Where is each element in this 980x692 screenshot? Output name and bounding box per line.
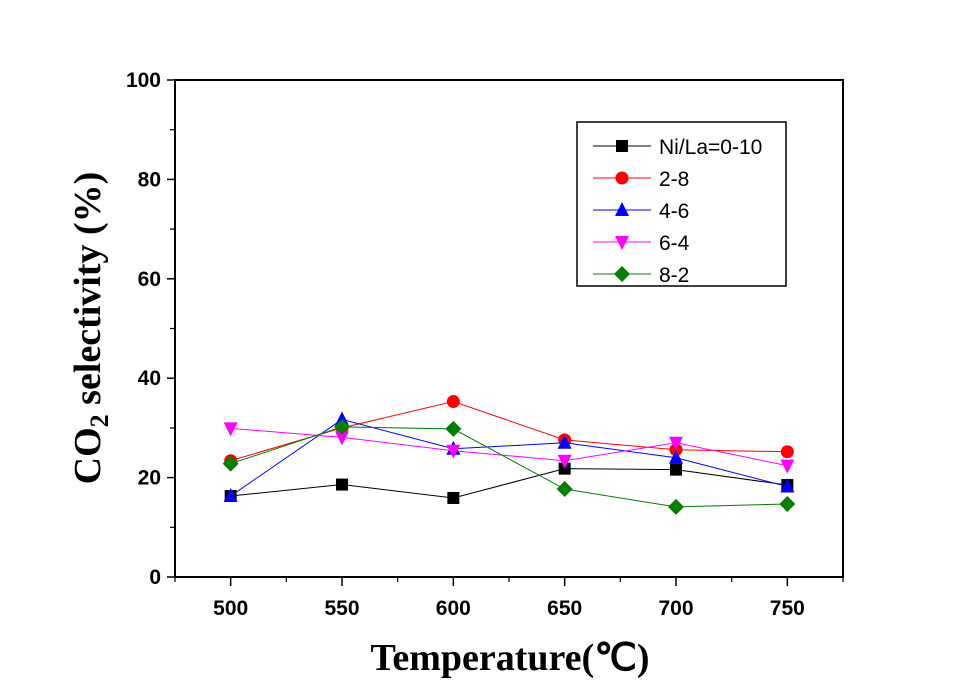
series-3: [223, 422, 795, 474]
series-line: [230, 427, 788, 467]
data-point: [223, 422, 238, 437]
legend-marker: [616, 140, 628, 152]
x-tick-label: 600: [436, 597, 471, 620]
y-tick-label: 40: [138, 367, 161, 390]
legend-marker: [615, 171, 629, 185]
data-point: [446, 395, 460, 409]
y-axis-title-rest: selectivity (%): [67, 172, 109, 415]
y-tick-label: 20: [138, 467, 161, 490]
y-tick-label: 60: [138, 268, 161, 291]
data-point: [445, 420, 462, 437]
y-tick-label: 80: [138, 168, 161, 191]
x-tick-label: 550: [324, 597, 359, 620]
series-line: [230, 426, 788, 508]
data-point: [780, 459, 795, 474]
data-point: [223, 487, 238, 502]
x-tick-label: 750: [770, 597, 805, 620]
x-tick-label: 500: [213, 597, 248, 620]
data-point: [335, 431, 349, 446]
series-line: [230, 401, 788, 462]
data-point: [557, 454, 572, 469]
y-axis-title-sub: 2: [85, 414, 114, 427]
data-point: [780, 445, 794, 459]
data-point: [336, 478, 348, 491]
legend-label: 6-4: [659, 232, 690, 255]
x-tick-label: 650: [547, 597, 582, 620]
x-axis-title: Temperature(℃): [370, 637, 649, 679]
data-point: [334, 418, 350, 435]
data-point: [668, 498, 684, 515]
data-point: [446, 444, 461, 459]
data-point: [335, 411, 349, 426]
series-0: [224, 462, 794, 504]
series-line: [230, 418, 788, 497]
legend: Ni/La=0-10 2-8 4-6 6-4 8-2: [576, 121, 787, 287]
legend-label: 4-6: [659, 200, 689, 223]
data-point: [556, 481, 573, 498]
data-point: [222, 455, 239, 472]
data-point: [669, 436, 683, 451]
data-point: [779, 495, 796, 512]
legend-box: [576, 121, 787, 287]
y-tick-label: 0: [149, 566, 161, 589]
series-1: [224, 395, 794, 468]
data-point: [670, 463, 682, 476]
legend-marker: [614, 266, 630, 282]
legend-marker: [615, 202, 629, 216]
data-point: [780, 478, 795, 493]
series-4: [222, 418, 796, 515]
data-point: [669, 449, 683, 464]
y-tick-label: 100: [126, 69, 161, 92]
data-point: [557, 434, 572, 449]
legend-label: 2-8: [659, 168, 689, 191]
legend-marker: [615, 236, 629, 250]
x-tick-label: 700: [658, 597, 693, 620]
series-line: [230, 468, 788, 499]
legend-label: 8-2: [659, 264, 689, 287]
legend-label: Ni/La=0-10: [659, 136, 762, 159]
data-point: [447, 491, 460, 504]
y-axis-title-main: CO: [67, 427, 109, 484]
y-axis-title: CO2 selectivity (%): [67, 172, 114, 485]
